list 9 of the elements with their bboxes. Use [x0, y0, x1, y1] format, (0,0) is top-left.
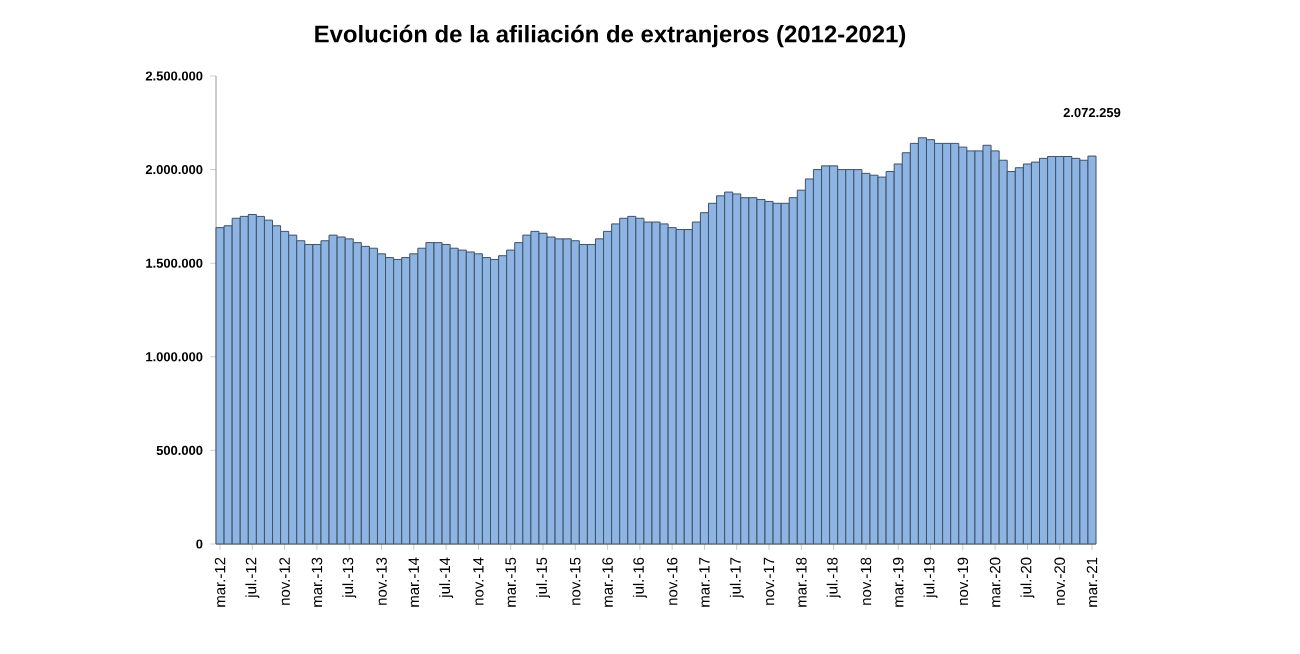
bar: [449, 247, 459, 545]
bar: [223, 225, 233, 545]
bar: [336, 236, 346, 545]
chart-title: Evolución de la afiliación de extranjeros (2012-2021): [315, 24, 906, 48]
bar: [772, 202, 782, 545]
bar: [667, 227, 677, 545]
bar: [1087, 155, 1097, 545]
bar: [554, 238, 564, 545]
bar: [885, 170, 895, 545]
